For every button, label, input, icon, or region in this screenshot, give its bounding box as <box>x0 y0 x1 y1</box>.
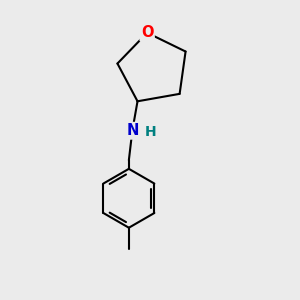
Text: O: O <box>141 25 153 40</box>
Text: N: N <box>126 123 139 138</box>
Text: H: H <box>145 125 156 140</box>
